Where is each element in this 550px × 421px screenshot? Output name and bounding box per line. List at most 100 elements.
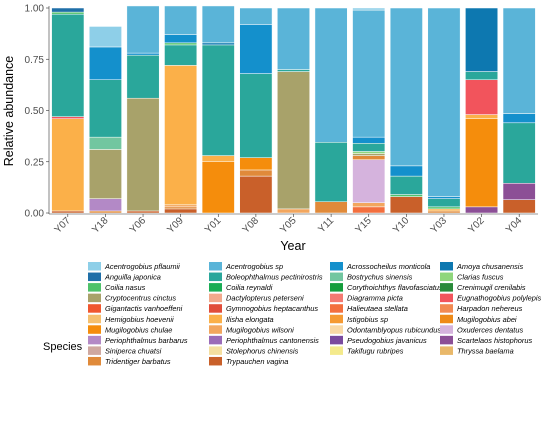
legend: Acentrogobius pflaumii Acentrogobius sp Ac… [88,262,542,366]
legend-item-corythoichthys-flavofasciatus: Corythoichthys flavofasciatus [330,283,443,292]
legend-swatch [209,335,222,345]
legend-swatch [209,262,222,271]
bar-segment-y15-boleophthalmus-pectinirostris [352,143,386,152]
bar-segment-y10-boleophthalmus-pectinirostris [389,175,423,195]
bar-segment-y01-boleophthalmus-pectinirostris [201,44,235,156]
bar-segment-y04-trypauchen-vagina [502,199,536,214]
legend-item-bostrychus-sinensis: Bostrychus sinensis [330,272,413,282]
bar-segment-y02-amoya-chusanensis [465,7,498,72]
legend-swatch [209,283,222,292]
bar-segment-y01-ilisha-elongata [201,155,235,163]
bar-segment-y15-acentrogobius-pflaumii [352,7,386,11]
legend-item-periophthalmus-barbarus: Periophthalmus barbarus [88,335,188,345]
legend-swatch [330,314,343,324]
legend-label: Odontamblyopus rubicundus [347,325,441,334]
bar-segment-y06-cryptocentrus-cinctus [126,97,160,212]
bar-segment-y04-acrossocheilus-monticola [502,113,536,124]
legend-swatch [88,304,101,313]
legend-swatch [440,293,453,303]
y-tick-label: 0.00 [25,209,45,220]
legend-swatch [209,346,222,355]
bar-segment-y08-trypauchen-vagina [239,175,273,214]
y-tick-label: 0.75 [25,55,45,66]
legend-swatch [209,272,222,282]
legend-label: Dactylopterus peterseni [226,294,304,303]
bar-segment-y10-trypauchen-vagina [389,196,423,214]
bar-segment-y09-boleophthalmus-pectinirostris [164,44,198,66]
legend-label: Coilia reynaldi [226,283,273,292]
legend-label: Bostrychus sinensis [347,273,413,282]
legend-item-crenimugil-crenilabis: Crenimugil crenilabis [440,283,526,292]
bar-segment-y06-acentrogobius-sp [126,5,160,54]
bar-segment-y15-halieutaea-stellata [352,206,386,214]
bar-segment-y10-acentrogobius-sp [389,7,423,167]
legend-item-diagramma-picta: Diagramma picta [330,293,403,303]
bar-segment-y02-scartelaos-histophorus [465,206,498,214]
bar-segment-y03-acentrogobius-sp [427,7,461,197]
legend-label: Stolephorus chinensis [226,346,299,355]
bar-segment-y18-bostrychus-sinensis [89,136,122,150]
legend-label: Mugilogobius chulae [105,325,172,334]
legend-label: Corythoichthys flavofasciatus [347,283,443,292]
bar-segment-y06-acrossocheilus-monticola [126,52,160,56]
bar-segment-y07-trypauchen-vagina [51,210,85,214]
legend-item-takifugu-rubripes: Takifugu rubripes [330,346,404,355]
legend-label: Acentrogobius pflaumii [104,262,180,271]
bar-segment-y02-eugnathogobius-polylepis [465,79,498,115]
legend-item-gigantactis-vanhoeffeni: Gigantactis vanhoeffeni [88,304,183,313]
legend-item-halieutaea-stellata: Halieutaea stellata [330,304,408,313]
x-axis-title: Year [280,239,305,253]
bar-segment-y09-acrossocheilus-monticola [164,34,198,44]
legend-item-istigobius-sp: Istigobius sp [330,314,388,324]
bar-segment-y08-acrossocheilus-monticola [239,24,273,74]
x-tick-label-y18: Y18 [90,215,111,236]
legend-title: Species [43,341,83,353]
legend-label: Siniperca chuatsi [105,346,162,355]
bar-segment-y05-cryptocentrus-cinctus [277,71,310,210]
legend-label: Acentrogobius sp [225,262,283,271]
legend-label: Clarias fuscus [457,273,504,282]
legend-label: Hemigobius hoevenii [105,315,174,324]
bar-segment-y08-acentrogobius-sp [239,7,273,25]
legend-swatch [88,314,101,324]
legend-label: Harpadon nehereus [457,304,523,313]
legend-swatch [330,304,343,313]
y-axis-title: Relative abundance [2,56,16,167]
bar-segment-y09-mugilogobius-wilsoni [164,204,198,208]
legend-label: Gigantactis vanhoeffeni [105,304,183,313]
bar-segment-y02-boleophthalmus-pectinirostris [465,71,498,81]
bar-segment-y03-coilia-nasus [427,206,461,210]
legend-label: Tridentiger barbatus [105,357,171,366]
legend-item-dactylopterus-peterseni: Dactylopterus peterseni [209,293,304,303]
legend-swatch [440,304,453,313]
bar-segment-y04-boleophthalmus-pectinirostris [502,122,536,184]
legend-swatch [440,283,453,292]
bar-segment-y02-ilisha-elongata [465,114,498,119]
bar-segment-y18-boleophthalmus-pectinirostris [89,79,122,138]
bar-segment-y10-acrossocheilus-monticola [389,165,423,177]
bar-segment-y18-acentrogobius-pflaumii [89,26,122,48]
legend-item-mugilogobius-wilsoni: Mugilogobius wilsoni [209,325,294,334]
bar-segment-y18-periophthalmus-barbarus [89,198,122,212]
legend-swatch [330,293,343,303]
bar-segment-y08-boleophthalmus-pectinirostris [239,73,273,158]
bar-segment-y15-tridentiger-barbatus [352,155,386,160]
legend-swatch [440,272,453,282]
legend-item-coilia-reynaldi: Coilia reynaldi [209,283,273,292]
legend-item-harpadon-nehereus: Harpadon nehereus [440,304,523,313]
bar-segment-y04-acentrogobius-sp [502,7,536,114]
legend-swatch [440,325,453,334]
legend-swatch [330,346,343,355]
bar-segment-y15-mugilogobius-wilsoni [352,202,386,208]
x-tick-label-y05: Y05 [278,215,299,236]
legend-swatch [88,356,101,366]
bar-segment-y01-amoya-chusanensis [201,42,235,46]
bar-segment-y15-oxuderces-dentatus [352,159,386,203]
legend-swatch [440,335,453,345]
legend-label: Trypauchen vagina [226,357,288,366]
legend-item-acentrogobius-sp: Acentrogobius sp [209,262,283,271]
legend-label: Takifugu rubripes [347,346,404,355]
legend-swatch [330,335,343,345]
bar-segment-y03-ilisha-elongata [427,208,461,212]
bar-segment-y15-cryptocentrus-cinctus [352,153,386,156]
